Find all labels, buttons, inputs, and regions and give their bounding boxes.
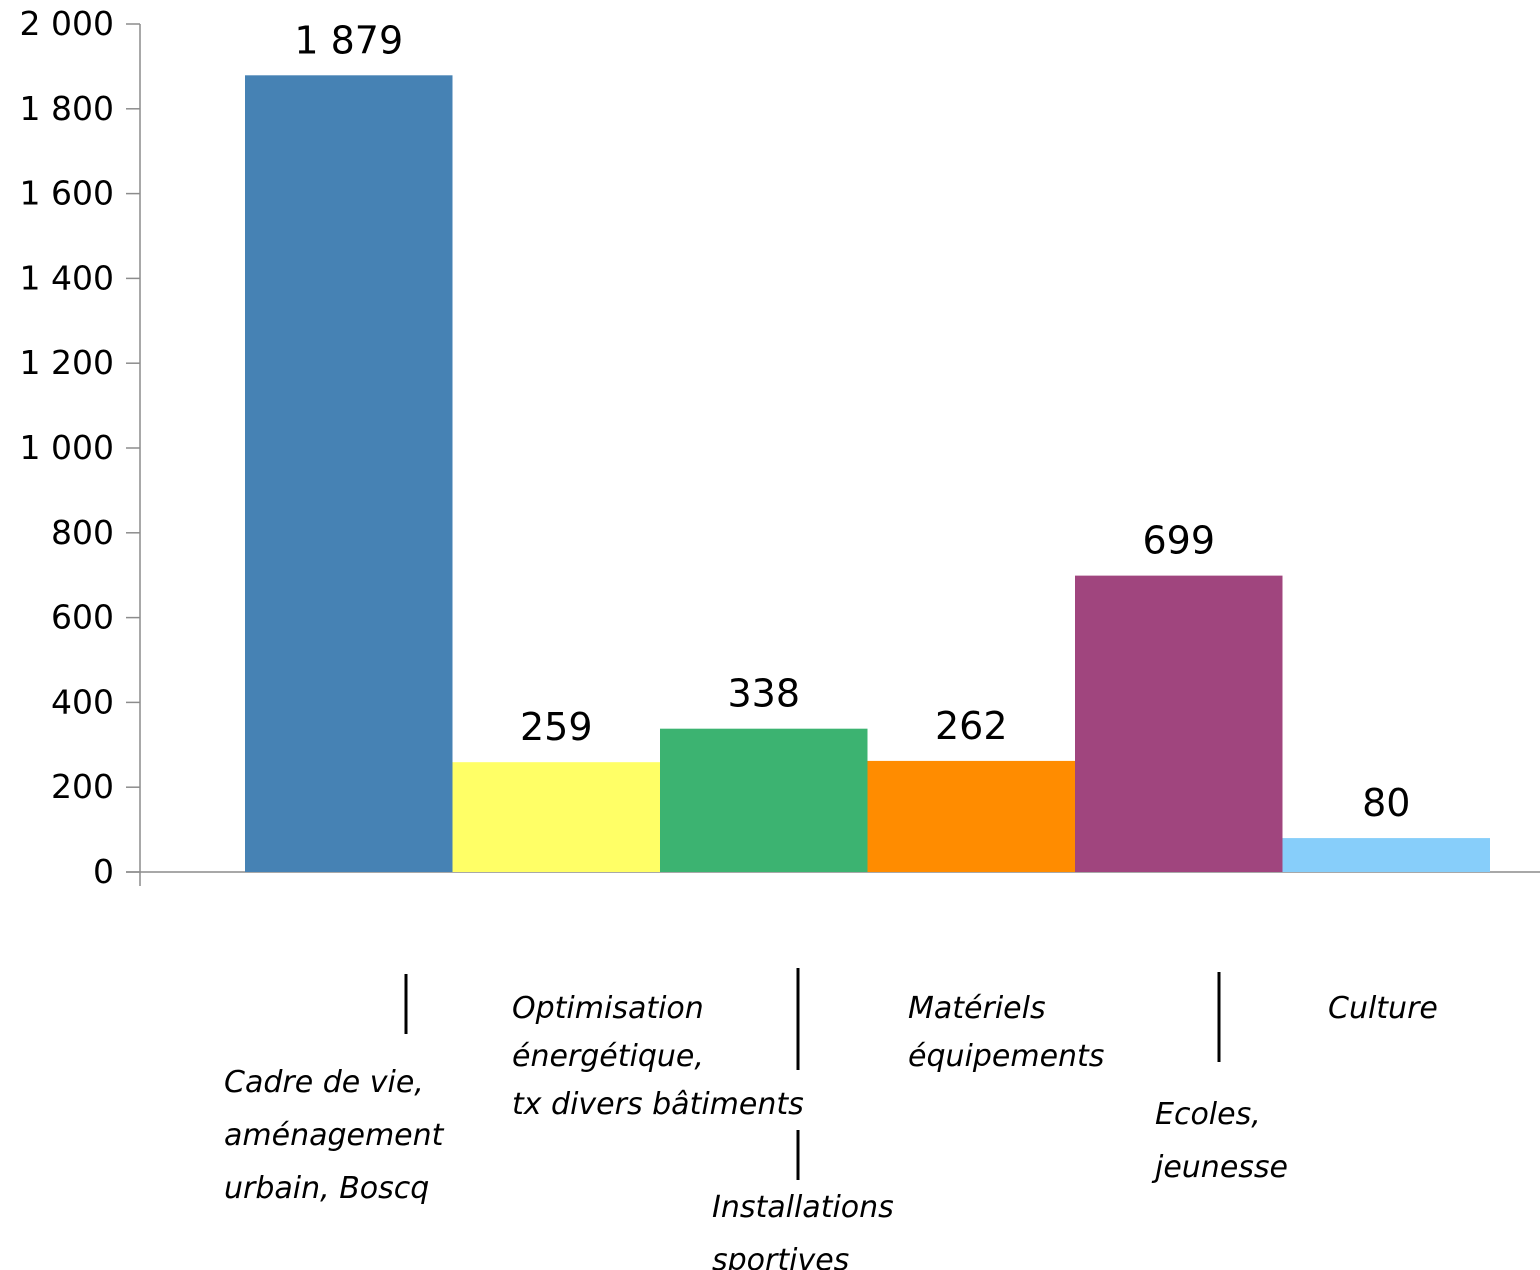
bar[interactable]: [1282, 838, 1491, 872]
data-label: 80: [1362, 781, 1410, 825]
category-label: Optimisation énergétique, tx divers bâtime…: [512, 991, 804, 1122]
y-tick-label: 1 800: [20, 89, 114, 128]
data-label: 338: [727, 672, 800, 716]
category-label-line: sportives: [712, 1243, 849, 1270]
data-label: 1 879: [294, 18, 403, 62]
bars-layer: [245, 75, 1490, 872]
bar[interactable]: [245, 75, 453, 872]
data-label: 699: [1142, 519, 1215, 563]
category-label-line: aménagement: [224, 1118, 445, 1153]
category-label: Culture: [1328, 991, 1438, 1026]
category-label-line: Installations: [712, 1190, 894, 1225]
y-tick-label: 0: [93, 852, 114, 891]
data-labels-layer: 1 879 259 338 262 699 80: [294, 18, 1410, 825]
category-label-line: jeunesse: [1151, 1150, 1288, 1185]
category-label-line: Culture: [1328, 991, 1438, 1026]
category-label: Ecoles, jeunesse: [1151, 1097, 1288, 1185]
category-labels-layer: Cadre de vie, aménagement urbain, Boscq Opt…: [224, 968, 1438, 1270]
category-label-line: urbain, Boscq: [224, 1171, 429, 1206]
y-tick-label: 1 200: [20, 343, 114, 382]
y-tick-label: 1 400: [20, 258, 114, 297]
category-label-line: équipements: [908, 1039, 1104, 1074]
y-tick-label: 2 000: [20, 4, 114, 43]
y-tick-label: 800: [51, 513, 114, 552]
bar[interactable]: [1075, 575, 1283, 872]
bar[interactable]: [867, 760, 1076, 872]
bar[interactable]: [660, 728, 868, 872]
category-label-line: Cadre de vie,: [224, 1065, 424, 1100]
category-label-line: Matériels: [908, 991, 1046, 1026]
y-tick-label: 600: [51, 598, 114, 637]
y-tick-label: 1 600: [20, 174, 114, 213]
data-label: 262: [935, 704, 1008, 748]
category-label-line: énergétique,: [512, 1039, 704, 1074]
y-tick-label: 1 000: [20, 428, 114, 467]
category-label-line: tx divers bâtiments: [512, 1087, 804, 1122]
category-label: Matériels équipements: [908, 991, 1104, 1074]
category-label-line: Optimisation: [512, 991, 704, 1026]
bar[interactable]: [452, 762, 661, 872]
axis-layer: 0 200 400 600 800 1 000 1 200 1 400 1 600 1 800 2 …: [20, 4, 1540, 891]
category-label: Installations sportives: [712, 1190, 894, 1270]
data-label: 259: [520, 705, 593, 749]
y-tick-label: 200: [51, 767, 114, 806]
y-tick-label: 400: [51, 682, 114, 721]
category-label: Cadre de vie, aménagement urbain, Boscq: [224, 1065, 445, 1206]
category-label-line: Ecoles,: [1155, 1097, 1261, 1132]
